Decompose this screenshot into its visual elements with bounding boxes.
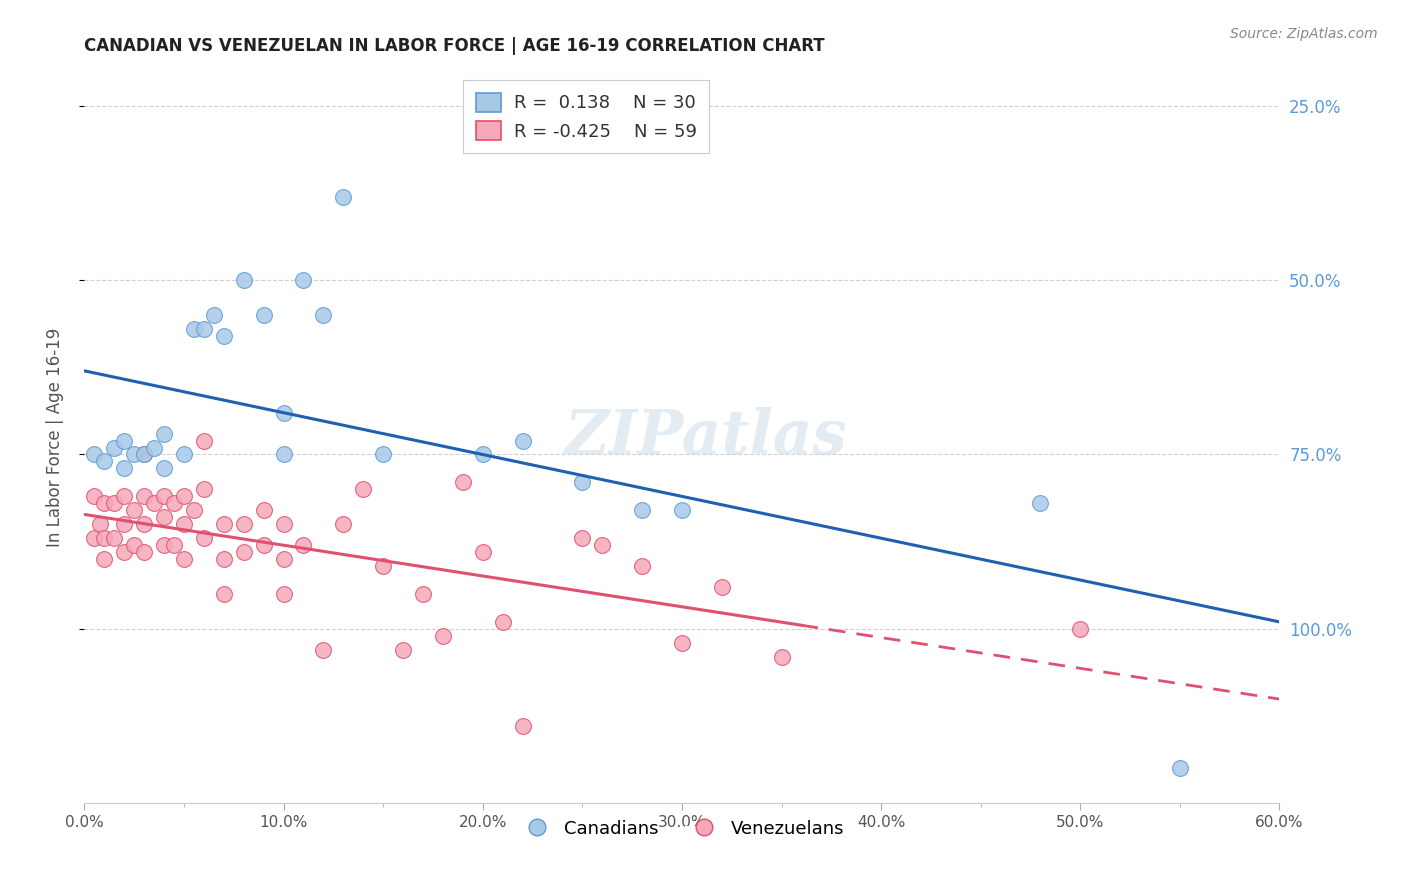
Point [392, 642, 415, 657]
Point [232, 273, 254, 287]
Point [212, 587, 235, 601]
Point [292, 538, 315, 552]
Point [332, 517, 354, 532]
Point [212, 329, 235, 343]
Point [671, 503, 693, 517]
Point [193, 434, 215, 448]
Point [153, 510, 176, 524]
Point [83, 448, 105, 462]
Legend: Canadians, Venezuelans: Canadians, Venezuelans [512, 813, 852, 845]
Point [273, 587, 295, 601]
Point [143, 496, 166, 510]
Point [352, 483, 374, 497]
Text: Source: ZipAtlas.com: Source: ZipAtlas.com [1230, 27, 1378, 41]
Point [571, 531, 593, 545]
Point [132, 489, 156, 503]
Point [83, 531, 105, 545]
Point [202, 308, 225, 322]
Point [253, 538, 276, 552]
Point [103, 496, 125, 510]
Point [153, 489, 176, 503]
Point [193, 483, 215, 497]
Text: CANADIAN VS VENEZUELAN IN LABOR FORCE | AGE 16-19 CORRELATION CHART: CANADIAN VS VENEZUELAN IN LABOR FORCE | … [84, 37, 825, 54]
Point [492, 615, 515, 629]
Point [112, 489, 135, 503]
Point [89, 517, 111, 532]
Point [193, 531, 215, 545]
Point [571, 475, 593, 490]
Point [292, 273, 315, 287]
Point [273, 448, 295, 462]
Point [163, 538, 186, 552]
Point [512, 434, 534, 448]
Point [183, 503, 205, 517]
Point [93, 552, 115, 566]
Point [451, 475, 474, 490]
Point [432, 629, 454, 643]
Point [112, 545, 135, 559]
Point [183, 322, 205, 336]
Point [591, 538, 613, 552]
Point [412, 587, 434, 601]
Point [770, 649, 793, 664]
Point [512, 719, 534, 733]
Point [193, 322, 215, 336]
Point [143, 441, 166, 455]
Point [710, 580, 733, 594]
Point [122, 448, 145, 462]
Point [1069, 622, 1091, 636]
Point [332, 190, 354, 204]
Point [212, 552, 235, 566]
Point [93, 454, 115, 468]
Point [631, 503, 654, 517]
Point [122, 503, 145, 517]
Point [253, 308, 276, 322]
Point [163, 496, 186, 510]
Point [103, 441, 125, 455]
Point [1168, 761, 1191, 775]
Point [83, 489, 105, 503]
Point [132, 517, 156, 532]
Point [373, 448, 395, 462]
Point [173, 489, 195, 503]
Point [132, 545, 156, 559]
Point [273, 517, 295, 532]
Point [373, 558, 395, 573]
Point [122, 538, 145, 552]
Point [173, 552, 195, 566]
Point [232, 545, 254, 559]
Point [312, 642, 335, 657]
Point [103, 531, 125, 545]
Point [631, 558, 654, 573]
Point [671, 635, 693, 649]
Point [93, 531, 115, 545]
Text: ZIPatlas: ZIPatlas [564, 407, 848, 467]
Y-axis label: In Labor Force | Age 16-19: In Labor Force | Age 16-19 [45, 327, 63, 547]
Point [471, 448, 494, 462]
Point [273, 552, 295, 566]
Point [1029, 496, 1052, 510]
Point [93, 496, 115, 510]
Point [153, 426, 176, 441]
Point [132, 448, 156, 462]
Point [153, 538, 176, 552]
Point [471, 545, 494, 559]
Point [212, 517, 235, 532]
Point [173, 448, 195, 462]
Point [312, 308, 335, 322]
Point [232, 517, 254, 532]
Point [253, 503, 276, 517]
Point [112, 461, 135, 475]
Point [132, 448, 156, 462]
Point [112, 517, 135, 532]
Point [273, 406, 295, 420]
Point [112, 434, 135, 448]
Point [173, 517, 195, 532]
Point [153, 461, 176, 475]
